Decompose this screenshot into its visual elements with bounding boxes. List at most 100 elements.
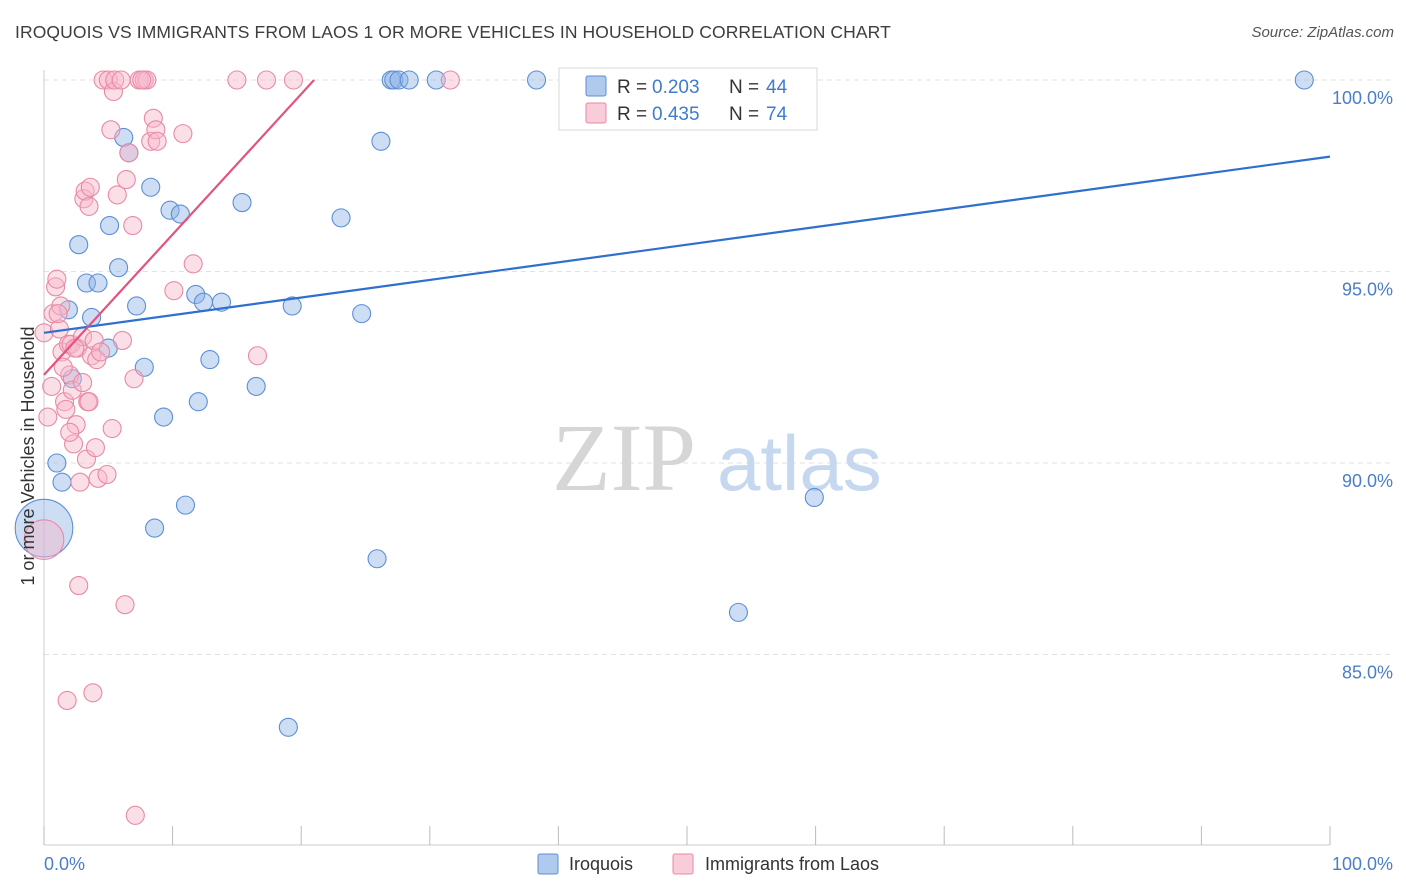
watermark-atlas: atlas — [717, 419, 882, 507]
data-point — [64, 434, 84, 454]
data-point — [112, 330, 132, 350]
x-tick-label: 0.0% — [44, 854, 85, 874]
data-point — [69, 235, 89, 255]
data-point — [80, 177, 100, 197]
data-point — [88, 273, 108, 293]
watermark-zip: ZIP — [552, 404, 696, 511]
data-point — [367, 549, 387, 569]
data-point — [804, 487, 824, 508]
data-point — [38, 407, 58, 427]
data-point — [116, 170, 136, 190]
trend-line-laos — [43, 79, 315, 376]
data-point — [75, 181, 95, 201]
data-point — [227, 70, 247, 90]
legend-n-label-iroquois: N = — [729, 77, 759, 98]
data-point — [69, 576, 89, 596]
labels-layer: 100.0% 95.0% 90.0% 85.0% 0.0% 100.0% — [44, 88, 1393, 874]
data-point — [164, 281, 184, 301]
data-point — [79, 196, 99, 216]
data-point — [183, 254, 203, 274]
y-tick-label: 90.0% — [1342, 471, 1393, 491]
trend-line-iroquois — [43, 155, 1331, 334]
data-point — [371, 131, 391, 151]
data-point — [283, 70, 304, 90]
grid-layer — [44, 79, 1392, 655]
watermark: ZIP atlas — [552, 404, 882, 511]
legend-swatch-iroquois — [585, 75, 607, 97]
data-point — [62, 380, 82, 400]
chart-source: Source: ZipAtlas.com — [1251, 24, 1394, 41]
bottom-legend-swatch-iroquois — [537, 853, 559, 875]
points-layer — [14, 70, 1314, 825]
legend-swatch-laos — [585, 102, 607, 124]
data-point — [137, 70, 157, 90]
legend-r-value-laos: 0.435 — [652, 104, 700, 125]
data-point — [47, 269, 67, 289]
data-point — [14, 498, 74, 558]
data-point — [42, 376, 62, 396]
data-point — [141, 177, 161, 197]
data-point — [127, 296, 147, 316]
trend-layer — [43, 79, 1331, 376]
legend-n-value-laos: 74 — [766, 104, 788, 125]
data-point — [70, 472, 90, 492]
data-point — [154, 407, 174, 427]
data-point — [53, 357, 73, 377]
data-point — [526, 70, 547, 90]
data-point — [160, 200, 180, 220]
y-tick-label: 100.0% — [1332, 88, 1393, 108]
data-point — [282, 296, 302, 316]
data-point — [440, 70, 460, 90]
axis-layer — [43, 70, 1331, 846]
data-point — [56, 399, 76, 419]
data-point — [79, 392, 99, 412]
legend-r-value-iroquois: 0.203 — [652, 77, 700, 98]
data-point — [55, 392, 75, 412]
data-point — [119, 143, 139, 163]
bottom-legend-label-iroquois: Iroquois — [569, 854, 633, 874]
data-point — [232, 193, 252, 213]
data-point — [132, 70, 152, 90]
data-point — [147, 131, 167, 151]
data-point — [109, 258, 129, 278]
data-point — [83, 683, 103, 703]
data-point — [256, 70, 277, 90]
data-point — [47, 453, 67, 473]
data-point — [278, 717, 298, 737]
legend-n-label-laos: N = — [729, 104, 759, 125]
legend-r-label-laos: R = — [617, 104, 647, 125]
y-axis-label: 1 or more Vehicles in Household — [18, 326, 38, 585]
data-point — [175, 495, 196, 515]
bottom-legend: Iroquois Immigrants from Laos — [537, 853, 879, 875]
data-point — [145, 518, 165, 538]
data-point — [188, 392, 208, 412]
data-point — [728, 602, 748, 622]
legend-r-label-iroquois: R = — [617, 77, 647, 98]
data-point — [91, 342, 111, 362]
x-tick-label: 100.0% — [1332, 854, 1393, 874]
data-point — [115, 595, 135, 615]
data-point — [76, 273, 96, 293]
data-point — [399, 70, 419, 90]
bottom-legend-swatch-laos — [672, 853, 694, 875]
data-point — [173, 124, 193, 144]
data-point — [246, 376, 266, 396]
data-point — [107, 185, 127, 205]
data-point — [57, 690, 77, 711]
data-point — [331, 208, 351, 228]
data-point — [73, 373, 93, 393]
data-point — [186, 284, 206, 305]
data-point — [124, 369, 144, 389]
data-point — [66, 415, 86, 435]
series-iroquois — [14, 70, 1314, 737]
data-point — [426, 70, 446, 90]
data-point — [105, 70, 125, 90]
data-point — [51, 296, 71, 316]
data-point — [389, 70, 409, 90]
legend: R = 0.203 N = 44 R = 0.435 N = 74 — [558, 67, 818, 131]
data-point — [141, 131, 161, 151]
data-point — [48, 304, 68, 324]
data-point — [85, 438, 105, 458]
legend-n-value-iroquois: 44 — [766, 77, 788, 98]
